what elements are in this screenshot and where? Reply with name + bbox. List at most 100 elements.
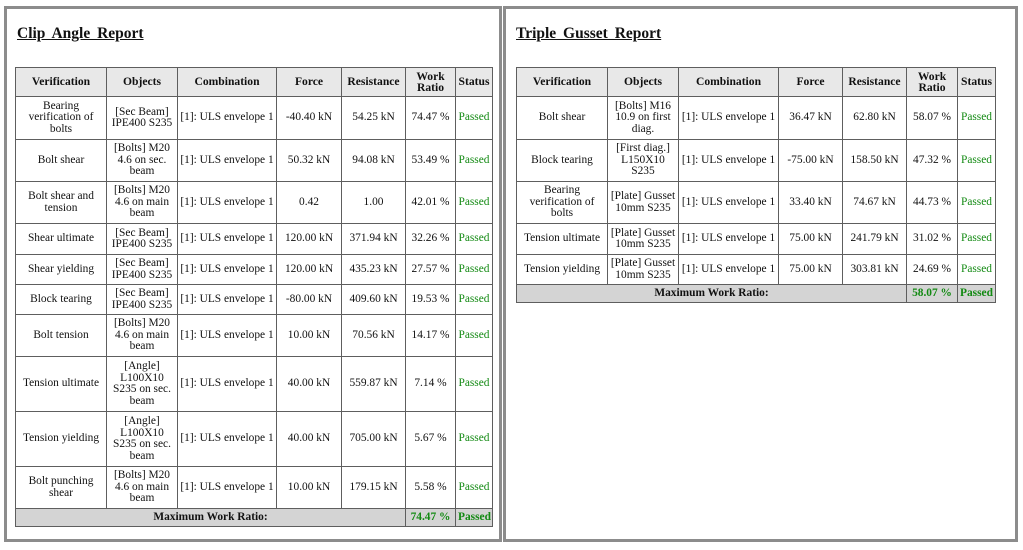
status-cell: Passed bbox=[455, 284, 493, 315]
max-work-ratio-row: Maximum Work Ratio: 74.47 % Passed bbox=[15, 508, 493, 527]
status-cell: Passed bbox=[455, 139, 493, 182]
verification-cell: Tension ultimate bbox=[516, 223, 608, 255]
combination-cell: [1]: ULS envelope 1 bbox=[177, 314, 277, 357]
resistance-cell: 179.15 kN bbox=[341, 466, 406, 509]
verification-cell: Block tearing bbox=[15, 284, 107, 315]
objects-cell: [Bolts] M20 4.6 on sec. beam bbox=[106, 139, 178, 182]
max-work-ratio-status: Passed bbox=[455, 508, 493, 527]
combination-cell: [1]: ULS envelope 1 bbox=[177, 411, 277, 467]
column-header: Combination bbox=[678, 67, 779, 97]
status-cell: Passed bbox=[455, 356, 493, 412]
max-work-ratio-value: 58.07 % bbox=[906, 284, 958, 303]
resistance-cell: 559.87 kN bbox=[341, 356, 406, 412]
work-ratio-cell: 58.07 % bbox=[906, 96, 958, 140]
status-cell: Passed bbox=[455, 314, 493, 357]
table-row: Tension yielding [Angle] L100X10 S235 on… bbox=[15, 411, 493, 467]
force-cell: 75.00 kN bbox=[778, 223, 843, 255]
force-cell: -75.00 kN bbox=[778, 139, 843, 182]
verification-cell: Bolt tension bbox=[15, 314, 107, 357]
objects-cell: [Sec Beam] IPE400 S235 bbox=[106, 284, 178, 315]
column-header: Status bbox=[957, 67, 996, 97]
force-cell: 120.00 kN bbox=[276, 254, 342, 285]
force-cell: -40.40 kN bbox=[276, 96, 342, 140]
column-header: Force bbox=[778, 67, 843, 97]
column-header: Objects bbox=[607, 67, 679, 97]
status-cell: Passed bbox=[957, 139, 996, 182]
resistance-cell: 371.94 kN bbox=[341, 223, 406, 255]
verification-cell: Bearing verification of bolts bbox=[15, 96, 107, 140]
objects-cell: [Angle] L100X10 S235 on sec. beam bbox=[106, 411, 178, 467]
column-header: Verification bbox=[15, 67, 107, 97]
status-cell: Passed bbox=[455, 181, 493, 224]
verification-cell: Bolt shear and tension bbox=[15, 181, 107, 224]
combination-cell: [1]: ULS envelope 1 bbox=[678, 96, 779, 140]
combination-cell: [1]: ULS envelope 1 bbox=[177, 139, 277, 182]
table-row: Bolt shear [Bolts] M20 4.6 on sec. beam … bbox=[15, 139, 493, 182]
status-cell: Passed bbox=[957, 223, 996, 255]
resistance-cell: 303.81 kN bbox=[842, 254, 907, 285]
table-row: Bolt punching shear [Bolts] M20 4.6 on m… bbox=[15, 466, 493, 509]
resistance-cell: 1.00 bbox=[341, 181, 406, 224]
resistance-cell: 62.80 kN bbox=[842, 96, 907, 140]
objects-cell: [Bolts] M20 4.6 on main beam bbox=[106, 466, 178, 509]
resistance-cell: 158.50 kN bbox=[842, 139, 907, 182]
table-row: Bolt shear [Bolts] M16 10.9 on first dia… bbox=[516, 96, 996, 140]
combination-cell: [1]: ULS envelope 1 bbox=[678, 223, 779, 255]
status-cell: Passed bbox=[455, 466, 493, 509]
table-header-row: Verification Objects Combination Force R… bbox=[15, 67, 493, 97]
work-ratio-cell: 32.26 % bbox=[405, 223, 456, 255]
combination-cell: [1]: ULS envelope 1 bbox=[678, 181, 779, 224]
force-cell: 33.40 kN bbox=[778, 181, 843, 224]
combination-cell: [1]: ULS envelope 1 bbox=[678, 139, 779, 182]
force-cell: 0.42 bbox=[276, 181, 342, 224]
resistance-cell: 435.23 kN bbox=[341, 254, 406, 285]
objects-cell: [Plate] Gusset 10mm S235 bbox=[607, 223, 679, 255]
verification-cell: Block tearing bbox=[516, 139, 608, 182]
resistance-cell: 705.00 kN bbox=[341, 411, 406, 467]
clip-angle-report-table: Verification Objects Combination Force R… bbox=[15, 67, 493, 527]
objects-cell: [Sec Beam] IPE400 S235 bbox=[106, 254, 178, 285]
force-cell: -80.00 kN bbox=[276, 284, 342, 315]
resistance-cell: 94.08 kN bbox=[341, 139, 406, 182]
column-header: Force bbox=[276, 67, 342, 97]
force-cell: 50.32 kN bbox=[276, 139, 342, 182]
table-row: Tension yielding [Plate] Gusset 10mm S23… bbox=[516, 254, 996, 285]
objects-cell: [Sec Beam] IPE400 S235 bbox=[106, 96, 178, 140]
status-cell: Passed bbox=[957, 254, 996, 285]
table-row: Shear ultimate [Sec Beam] IPE400 S235 [1… bbox=[15, 223, 493, 255]
table-row: Tension ultimate [Plate] Gusset 10mm S23… bbox=[516, 223, 996, 255]
combination-cell: [1]: ULS envelope 1 bbox=[177, 223, 277, 255]
resistance-cell: 241.79 kN bbox=[842, 223, 907, 255]
clip-angle-report-title: Clip Angle Report bbox=[17, 25, 144, 42]
table-row: Bolt tension [Bolts] M20 4.6 on main bea… bbox=[15, 314, 493, 357]
work-ratio-cell: 27.57 % bbox=[405, 254, 456, 285]
column-header: Objects bbox=[106, 67, 178, 97]
column-header: Work Ratio bbox=[405, 67, 456, 97]
triple-gusset-report-panel: Triple Gusset Report Verification Object… bbox=[503, 6, 1018, 542]
work-ratio-cell: 14.17 % bbox=[405, 314, 456, 357]
force-cell: 10.00 kN bbox=[276, 314, 342, 357]
combination-cell: [1]: ULS envelope 1 bbox=[177, 284, 277, 315]
objects-cell: [Bolts] M20 4.6 on main beam bbox=[106, 314, 178, 357]
status-cell: Passed bbox=[455, 411, 493, 467]
work-ratio-cell: 7.14 % bbox=[405, 356, 456, 412]
combination-cell: [1]: ULS envelope 1 bbox=[177, 181, 277, 224]
combination-cell: [1]: ULS envelope 1 bbox=[177, 96, 277, 140]
max-work-ratio-status: Passed bbox=[957, 284, 996, 303]
verification-cell: Tension yielding bbox=[516, 254, 608, 285]
combination-cell: [1]: ULS envelope 1 bbox=[177, 356, 277, 412]
status-cell: Passed bbox=[455, 96, 493, 140]
work-ratio-cell: 47.32 % bbox=[906, 139, 958, 182]
column-header: Resistance bbox=[341, 67, 406, 97]
table-row: Tension ultimate [Angle] L100X10 S235 on… bbox=[15, 356, 493, 412]
combination-cell: [1]: ULS envelope 1 bbox=[177, 466, 277, 509]
work-ratio-cell: 74.47 % bbox=[405, 96, 456, 140]
force-cell: 40.00 kN bbox=[276, 356, 342, 412]
resistance-cell: 70.56 kN bbox=[341, 314, 406, 357]
force-cell: 120.00 kN bbox=[276, 223, 342, 255]
column-header: Combination bbox=[177, 67, 277, 97]
work-ratio-cell: 53.49 % bbox=[405, 139, 456, 182]
table-row: Shear yielding [Sec Beam] IPE400 S235 [1… bbox=[15, 254, 493, 285]
work-ratio-cell: 31.02 % bbox=[906, 223, 958, 255]
triple-gusset-report-table: Verification Objects Combination Force R… bbox=[516, 67, 996, 303]
